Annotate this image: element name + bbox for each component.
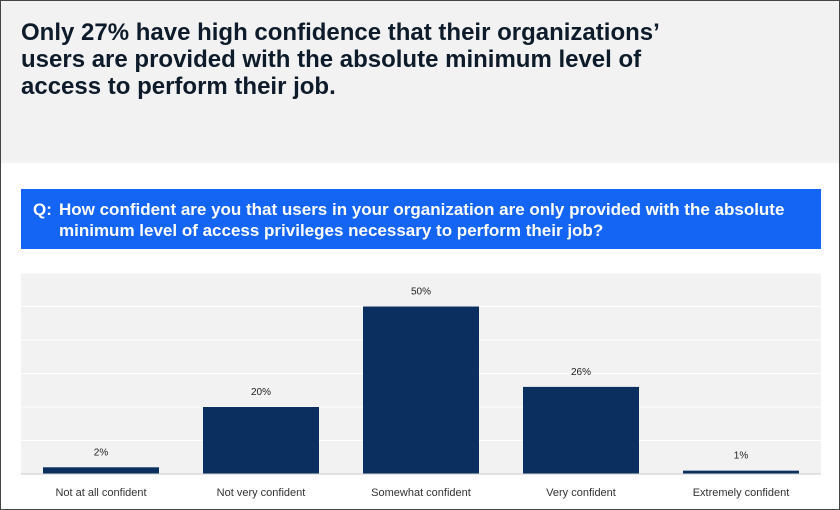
- bar: [523, 386, 639, 474]
- category-label: Not at all confident: [55, 487, 146, 499]
- headline-banner: Only 27% have high confidence that their…: [1, 1, 839, 163]
- bar-chart-svg: 2% Not at all confident 20% Not very confid…: [21, 272, 821, 499]
- bar-chart: 2% Not at all confident 20% Not very confid…: [21, 263, 821, 505]
- data-label: 26%: [571, 367, 591, 378]
- question-text: How confident are you that users in your…: [59, 200, 785, 240]
- category-label: Somewhat confident: [371, 487, 471, 499]
- bar: [683, 470, 799, 474]
- bar: [203, 407, 319, 474]
- data-label: 20%: [251, 387, 271, 398]
- question-banner: Q: How confident are you that users in y…: [21, 189, 821, 249]
- category-label: Not very confident: [217, 487, 306, 499]
- data-label: 50%: [411, 287, 431, 298]
- bar: [43, 467, 159, 474]
- data-label: 2%: [94, 447, 109, 458]
- data-label: 1%: [734, 451, 749, 462]
- category-label: Extremely confident: [693, 487, 790, 499]
- category-label: Very confident: [546, 487, 616, 499]
- bar: [363, 306, 479, 474]
- question-prefix: Q:: [33, 200, 52, 219]
- headline: Only 27% have high confidence that their…: [21, 19, 659, 100]
